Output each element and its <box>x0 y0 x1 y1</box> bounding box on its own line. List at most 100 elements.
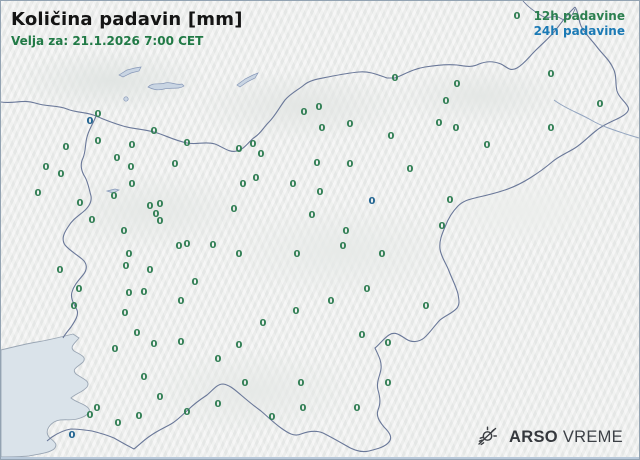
station-value: 0 <box>150 339 158 350</box>
station-value: 0 <box>239 179 247 190</box>
station-value: 0 <box>384 338 392 349</box>
station-value: 0 <box>391 73 399 84</box>
station-value: 0 <box>257 149 265 160</box>
brand: ARSO VREME <box>475 425 623 449</box>
station-value: 0 <box>70 301 78 312</box>
river-mura <box>553 99 639 139</box>
station-value: 0 <box>406 164 414 175</box>
station-value: 0 <box>62 142 70 153</box>
station-value: 0 <box>315 102 323 113</box>
station-value: 0 <box>42 162 50 173</box>
station-value: 0 <box>293 249 301 260</box>
station-value: 0 <box>446 195 454 206</box>
station-value: 0 <box>146 265 154 276</box>
station-value: 0 <box>368 196 376 207</box>
station-value: 0 <box>547 69 555 80</box>
border-stub-ne <box>522 1 576 21</box>
station-value: 0 <box>140 372 148 383</box>
station-value: 0 <box>299 403 307 414</box>
station-value: 0 <box>56 265 64 276</box>
station-value: 0 <box>125 288 133 299</box>
station-value: 0 <box>183 138 191 149</box>
station-value: 0 <box>209 240 217 251</box>
station-value: 0 <box>75 284 83 295</box>
station-value: 0 <box>339 241 347 252</box>
station-value: 0 <box>120 226 128 237</box>
station-value: 0 <box>442 96 450 107</box>
station-value: 0 <box>346 119 354 130</box>
lake-2 <box>147 82 185 91</box>
legend: 12h padavine 24h padavine <box>534 9 625 39</box>
station-value: 0 <box>513 11 521 22</box>
station-value: 0 <box>86 410 94 421</box>
station-value: 0 <box>249 139 257 150</box>
station-value: 0 <box>438 221 446 232</box>
lake-1 <box>118 66 142 78</box>
station-value: 0 <box>547 123 555 134</box>
header: Količina padavin [mm] Velja za: 21.1.202… <box>11 9 243 48</box>
brand-vreme: VREME <box>562 427 623 446</box>
station-value: 0 <box>156 199 164 210</box>
station-value: 0 <box>327 296 335 307</box>
station-value: 0 <box>214 399 222 410</box>
station-value: 0 <box>76 198 84 209</box>
station-value: 0 <box>127 162 135 173</box>
station-value: 0 <box>596 99 604 110</box>
station-value: 0 <box>353 403 361 414</box>
station-value: 0 <box>346 159 354 170</box>
station-value: 0 <box>183 239 191 250</box>
station-value: 0 <box>422 301 430 312</box>
station-value: 0 <box>156 216 164 227</box>
station-value: 0 <box>94 136 102 147</box>
legend-item-12h: 12h padavine <box>533 9 625 23</box>
station-value: 0 <box>435 118 443 129</box>
station-value: 0 <box>342 226 350 237</box>
station-value: 0 <box>111 344 119 355</box>
sea-shape <box>1 333 90 457</box>
station-value: 0 <box>57 169 65 180</box>
lake-4 <box>236 72 259 88</box>
station-value: 0 <box>384 378 392 389</box>
station-value: 0 <box>68 430 76 441</box>
station-value: 0 <box>94 109 102 120</box>
lake-bohinj <box>105 188 121 194</box>
station-value: 0 <box>453 79 461 90</box>
station-value: 0 <box>128 140 136 151</box>
station-value: 0 <box>156 392 164 403</box>
station-value: 0 <box>363 284 371 295</box>
station-value: 0 <box>183 407 191 418</box>
station-value: 0 <box>300 107 308 118</box>
arso-sun-icon <box>478 426 498 446</box>
station-value: 0 <box>235 249 243 260</box>
station-value: 0 <box>252 173 260 184</box>
station-value: 0 <box>289 179 297 190</box>
station-value: 0 <box>175 241 183 252</box>
station-value: 0 <box>140 287 148 298</box>
border-east-south <box>46 6 629 453</box>
station-value: 0 <box>113 153 121 164</box>
station-value: 0 <box>150 126 158 137</box>
station-value: 0 <box>152 209 160 220</box>
station-value: 0 <box>358 330 366 341</box>
lake-3 <box>123 96 129 102</box>
station-value: 0 <box>483 140 491 151</box>
map-title: Količina padavin [mm] <box>11 9 243 30</box>
station-value: 0 <box>146 201 154 212</box>
station-value: 0 <box>259 318 267 329</box>
station-value: 0 <box>177 296 185 307</box>
border-north <box>1 6 576 152</box>
station-value: 0 <box>121 308 129 319</box>
station-value: 0 <box>214 354 222 365</box>
brand-arso: ARSO <box>509 427 558 446</box>
station-value: 0 <box>235 144 243 155</box>
station-value: 0 <box>297 378 305 389</box>
border-west <box>62 115 97 339</box>
station-value: 0 <box>122 261 130 272</box>
station-value: 0 <box>114 418 122 429</box>
station-value: 0 <box>177 337 185 348</box>
station-value: 0 <box>88 215 96 226</box>
station-value: 0 <box>268 412 276 423</box>
